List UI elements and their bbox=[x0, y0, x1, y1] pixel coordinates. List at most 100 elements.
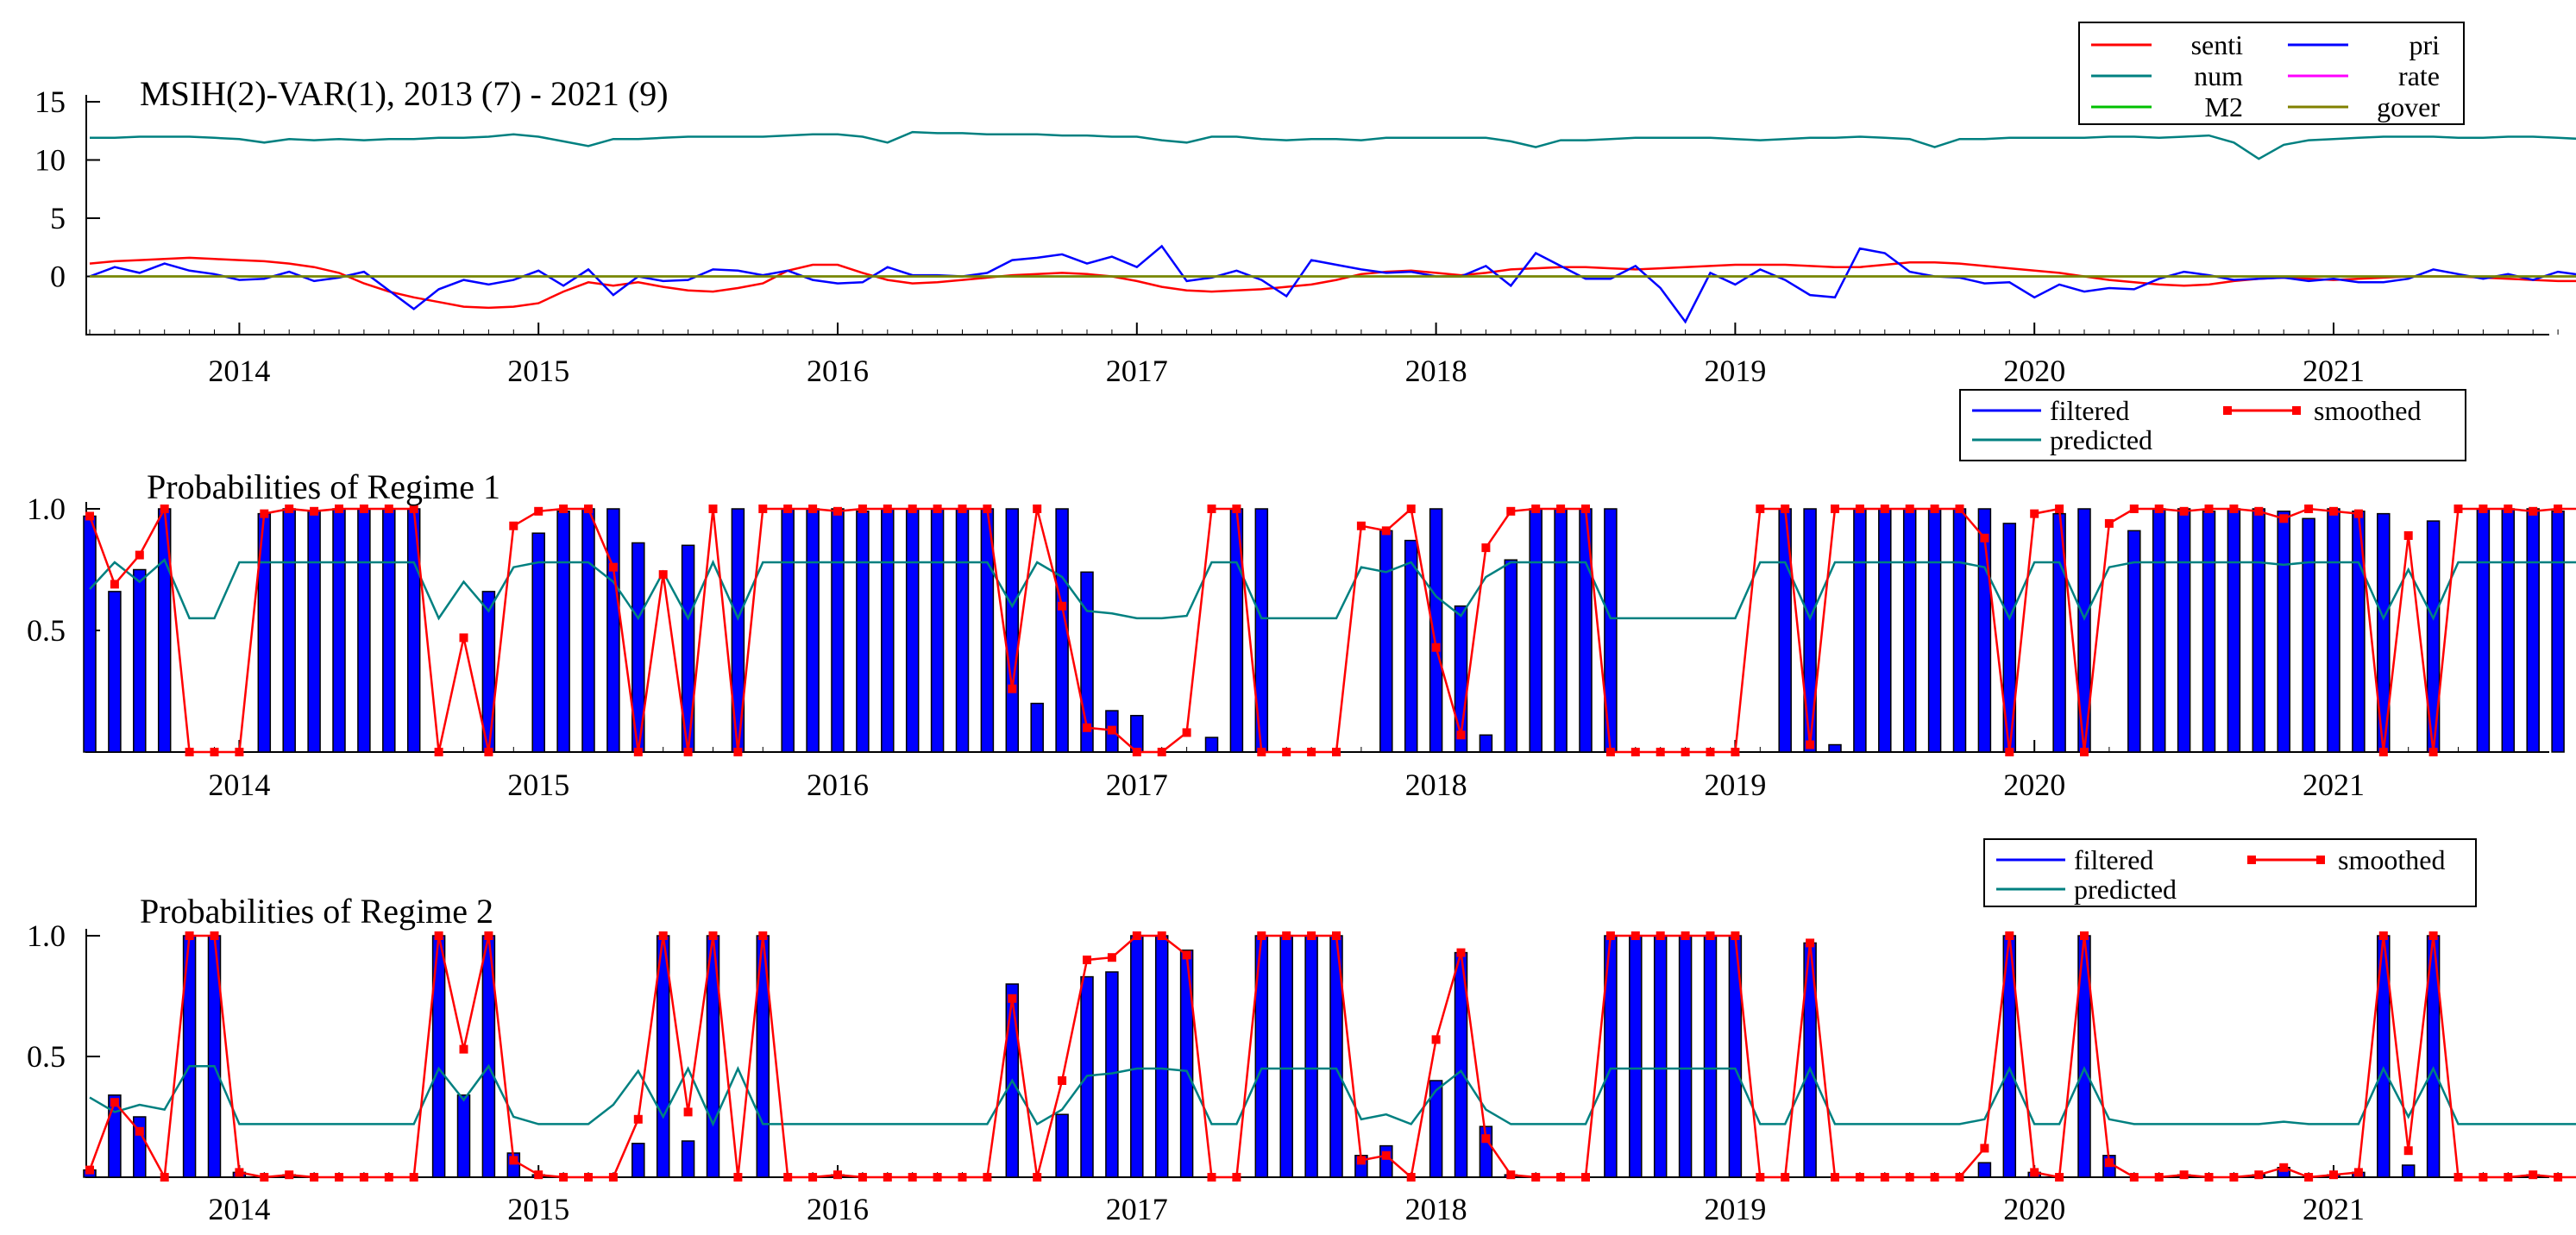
legend: senti pri num rate M2 gover bbox=[2078, 22, 2465, 125]
smoothed-point bbox=[1905, 505, 1914, 513]
x-tick-label: 2015 bbox=[507, 1192, 569, 1226]
smoothed-point bbox=[1930, 505, 1939, 513]
smoothed-point bbox=[1083, 956, 1091, 964]
bar-filtered bbox=[2227, 508, 2241, 753]
smoothed-point bbox=[135, 550, 144, 560]
x-tick-label: 2014 bbox=[208, 768, 270, 802]
smoothed-point bbox=[733, 1173, 743, 1182]
smoothed-point bbox=[1756, 1173, 1765, 1182]
smoothed-point bbox=[1406, 505, 1416, 513]
x-tick-label: 2015 bbox=[507, 768, 569, 802]
legend-label: senti bbox=[2191, 29, 2244, 60]
smoothed-point bbox=[110, 1098, 119, 1107]
smoothed-point bbox=[1257, 931, 1266, 940]
bar-filtered bbox=[1479, 734, 1493, 753]
smoothed-point bbox=[1581, 1173, 1590, 1182]
bar-filtered bbox=[1703, 935, 1718, 1178]
bar-filtered bbox=[1629, 935, 1643, 1178]
smoothed-point bbox=[335, 1173, 343, 1182]
x-tick-label: 2020 bbox=[2003, 354, 2065, 388]
smoothed-point bbox=[708, 931, 718, 940]
smoothed-point bbox=[2479, 1173, 2488, 1182]
chart-title: MSIH(2)-VAR(1), 2013 (7) - 2021 (9) bbox=[140, 74, 669, 113]
bar-filtered bbox=[806, 508, 820, 753]
bar-filtered bbox=[831, 508, 845, 753]
smoothed-point bbox=[2504, 1173, 2513, 1182]
smoothed-point bbox=[1556, 505, 1566, 513]
x-tick-label: 2020 bbox=[2003, 1192, 2065, 1226]
smoothed-point bbox=[2055, 505, 2064, 513]
y-tick-label: 0.5 bbox=[27, 613, 66, 648]
bar-filtered bbox=[1678, 935, 1693, 1178]
smoothed-point bbox=[434, 931, 443, 940]
smoothed-point bbox=[1781, 1173, 1790, 1182]
smoothed-point bbox=[1506, 506, 1516, 516]
smoothed-point bbox=[310, 1173, 319, 1182]
smoothed-point bbox=[1756, 505, 1765, 513]
smoothed-point bbox=[1630, 931, 1640, 940]
smoothed-point bbox=[733, 748, 743, 756]
legend-marker bbox=[2316, 856, 2325, 864]
smoothed-point bbox=[1581, 505, 1590, 513]
bar-filtered bbox=[1080, 571, 1094, 753]
smoothed-point bbox=[1955, 505, 1964, 513]
bar-filtered bbox=[456, 1094, 471, 1178]
smoothed-point bbox=[2554, 1173, 2563, 1182]
smoothed-point bbox=[85, 511, 94, 521]
legend-label: predicted bbox=[2074, 874, 2177, 905]
smoothed-point bbox=[1831, 505, 1839, 513]
bar-filtered bbox=[581, 508, 595, 753]
bar-filtered bbox=[2277, 511, 2290, 753]
smoothed-point bbox=[2005, 931, 2014, 940]
smoothed-point bbox=[384, 1173, 393, 1182]
legend-label: smoothed bbox=[2338, 844, 2445, 875]
smoothed-point bbox=[235, 1168, 244, 1177]
smoothed-point bbox=[1132, 931, 1141, 940]
smoothed-point bbox=[683, 1107, 693, 1117]
smoothed-point bbox=[1880, 1173, 1889, 1182]
smoothed-point bbox=[85, 1165, 94, 1175]
series-line-senti bbox=[89, 256, 2576, 310]
bar-filtered bbox=[1902, 508, 1917, 753]
bar-filtered bbox=[1154, 935, 1169, 1178]
smoothed-point bbox=[1207, 505, 1216, 513]
x-tick-label: 2019 bbox=[1704, 768, 1766, 802]
smoothed-point bbox=[2179, 1170, 2189, 1180]
smoothed-point bbox=[1905, 1173, 1914, 1182]
smoothed-point bbox=[608, 1173, 618, 1182]
bar-filtered bbox=[1130, 935, 1144, 1178]
smoothed-point bbox=[484, 748, 493, 756]
smoothed-point bbox=[1481, 543, 1491, 553]
smoothed-point bbox=[260, 509, 269, 518]
legend-label: gover bbox=[2377, 91, 2440, 122]
smoothed-point bbox=[2304, 1173, 2314, 1182]
smoothed-point bbox=[2453, 505, 2463, 513]
smoothed-point bbox=[633, 748, 643, 756]
smoothed-point bbox=[285, 505, 294, 513]
bar-filtered bbox=[681, 1140, 695, 1178]
smoothed-point bbox=[833, 1170, 842, 1180]
smoothed-point bbox=[1531, 1173, 1541, 1182]
smoothed-point bbox=[2428, 748, 2438, 756]
smoothed-point bbox=[484, 931, 493, 940]
smoothed-point bbox=[1132, 748, 1141, 756]
bar-filtered bbox=[307, 511, 321, 753]
bar-filtered bbox=[2401, 1164, 2416, 1178]
bar-filtered bbox=[1952, 508, 1967, 753]
y-tick-label: 0.5 bbox=[27, 1039, 66, 1074]
smoothed-point bbox=[584, 1173, 593, 1182]
smoothed-point bbox=[559, 1173, 569, 1182]
legend-label: M2 bbox=[2205, 91, 2243, 122]
chart-panel-2: filtered smoothed predicted bbox=[83, 389, 2576, 756]
smoothed-point bbox=[160, 1173, 169, 1182]
legend-label: predicted bbox=[2050, 424, 2152, 455]
smoothed-point bbox=[459, 1044, 468, 1054]
smoothed-point bbox=[1058, 601, 1067, 611]
x-tick-label: 2020 bbox=[2003, 768, 2065, 802]
chart-title: Probabilities of Regime 2 bbox=[140, 892, 493, 931]
smoothed-point bbox=[2254, 1170, 2264, 1180]
bar-filtered bbox=[83, 515, 97, 753]
bar-filtered bbox=[1828, 743, 1842, 753]
bar-filtered bbox=[1927, 508, 1942, 753]
smoothed-point bbox=[783, 505, 793, 513]
